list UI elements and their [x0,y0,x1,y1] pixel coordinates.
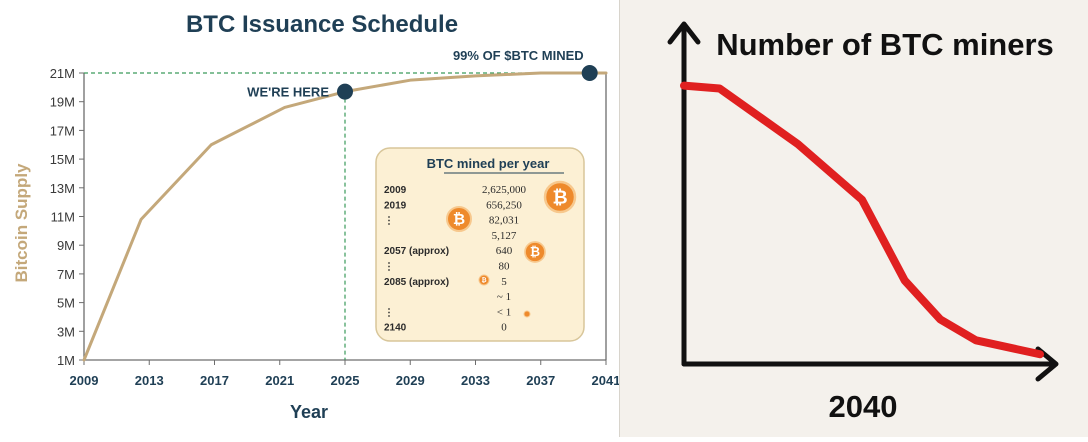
inset-row-value: ~ 1 [497,291,511,303]
y-tick-label: 3M [57,324,75,339]
inset-row-value: 82,031 [489,215,519,227]
y-tick-label: 17M [50,123,75,138]
inset-row-value: < 1 [497,306,511,318]
we-are-here-point [337,83,353,100]
bitcoin-coin-icon [478,274,490,286]
inset-row-value: 0 [501,322,507,334]
inset-row-value: 80 [499,261,511,273]
y-axis-label: Bitcoin Supply [12,163,31,283]
inset-title: BTC mined per year [427,156,550,171]
y-tick-label: 9M [57,238,75,253]
y-tick-label: 21M [50,66,75,81]
inset-row-year: 2085 (approx) [384,277,449,288]
we-are-here-label: WE'RE HERE [247,85,329,100]
x-tick-label: 2009 [70,373,99,388]
mined-99-point [581,65,598,81]
x-tick-label: 2021 [265,373,294,388]
y-tick-label: 13M [50,181,75,196]
miners-chart-title: Number of BTC miners [716,27,1054,62]
bitcoin-symbol-icon: ₿ [481,277,486,284]
bitcoin-coin-icon [523,310,531,318]
y-tick-label: 19M [50,95,75,110]
chart-title: BTC Issuance Schedule [186,11,458,38]
inset-row-value: 5,127 [492,230,517,242]
y-tick-label: 15M [50,152,75,167]
inset-row-year: 2019 [384,200,407,211]
x-tick-label: 2013 [135,373,164,388]
inset-row-value: 5 [501,276,507,288]
miners-decline-curve [680,81,1044,359]
bitcoin-coin-icon [543,180,577,214]
y-arrow-head-icon [667,21,701,45]
inset-row-year: ⋮ [384,307,394,318]
bitcoin-symbol-icon: ₿ [530,245,540,259]
inset-row-year: 2009 [384,185,407,196]
inset-row-value: 640 [496,245,513,257]
x-tick-label: 2033 [461,373,490,388]
inset-row-year: ⋮ [384,262,394,273]
bitcoin-coin-icon [524,241,546,263]
inset-row-year: 2140 [384,323,407,334]
x-tick-label: 2017 [200,373,229,388]
mined-99-label: 99% OF $BTC MINED [453,48,584,63]
issuance-chart: BTC Issuance Schedule Bitcoin Supply Yea… [12,11,621,422]
inset-box [375,147,585,342]
bitcoin-symbol-icon: ₿ [453,211,465,228]
inset-row-value: 656,250 [486,199,522,211]
x-tick-label: 2029 [396,373,425,388]
inset-row-year: ⋮ [384,216,394,227]
miners-chart: Number of BTC miners 2040 [667,21,1059,424]
issuance-chart-panel: BTC Issuance Schedule Bitcoin Supply Yea… [12,11,621,422]
inset-row-value: 2,625,000 [482,184,527,196]
x-arrow-head-icon [1035,346,1059,382]
y-tick-label: 5M [57,296,75,311]
y-tick-label: 7M [57,267,75,282]
bitcoin-symbol-icon: ₿ [552,186,567,207]
miners-plot-area [667,21,1059,382]
miners-x-label: 2040 [829,389,898,424]
x-tick-label: 2037 [526,373,555,388]
inset-row-year: 2057 (approx) [384,246,449,257]
x-axis-label: Year [290,402,328,422]
x-tick-label: 2041 [592,373,620,388]
x-tick-label: 2025 [331,373,360,388]
miners-chart-panel: Number of BTC miners 2040 [620,0,1088,437]
y-tick-label: 11M [51,210,75,225]
y-tick-label: 1M [57,353,75,368]
issuance-plot-area: 1M 3M 5M 7M 9M 11M 13M 15M 17M 19M 21M 2009 2013 2017… [50,48,621,388]
bitcoin-coin-icon [446,206,472,232]
